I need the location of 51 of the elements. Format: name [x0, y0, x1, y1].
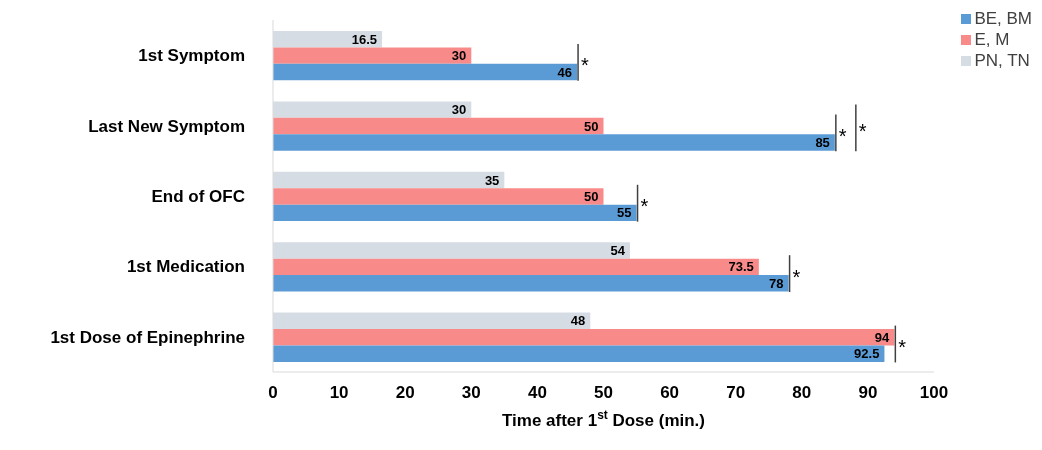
data-label: 55 [617, 205, 632, 221]
annotation: * [792, 265, 801, 288]
x-tick-label: 80 [792, 383, 812, 403]
data-label: 54 [610, 243, 626, 259]
x-tick-label: 90 [858, 383, 878, 403]
bar [273, 258, 759, 276]
annotation: * [838, 124, 847, 147]
x-tick-label: 10 [329, 383, 349, 403]
bar [273, 134, 835, 151]
x-axis-title: Time after 1$^{st}$ Dose (min.) [502, 408, 705, 430]
legend-label: BE, BM [974, 8, 1032, 29]
data-label: 46 [557, 64, 573, 80]
bar [273, 117, 604, 135]
bar [273, 275, 789, 292]
x-tick-label: 40 [527, 383, 547, 403]
annotation: * [581, 54, 590, 77]
data-label: 50 [584, 189, 599, 205]
x-tick-label: 20 [395, 383, 415, 403]
bar [273, 345, 885, 362]
x-tick-label: 70 [726, 383, 746, 403]
data-label: 35 [484, 172, 500, 188]
x-tick-label: 100 [919, 383, 949, 403]
y-tick-label: 1st Symptom [138, 46, 245, 66]
data-label: 16.5 [351, 31, 378, 47]
data-label: 94 [874, 329, 891, 345]
legend-label: PN, TN [974, 50, 1030, 71]
annotation: * [858, 119, 867, 142]
data-label: 50 [584, 118, 599, 134]
y-tick-label: 1st Dose of Epinephrine [50, 327, 245, 347]
data-label: 48 [570, 313, 586, 329]
data-label: 78 [769, 275, 784, 291]
y-tick-label: End of OFC [151, 187, 245, 207]
data-label: 73.5 [728, 259, 754, 275]
y-tick-label: 1st Medication [126, 257, 245, 277]
x-tick-label: 0 [268, 383, 278, 403]
data-label: 85 [815, 135, 830, 151]
x-tick-label: 30 [461, 383, 481, 403]
legend-label: E, M [974, 29, 1010, 50]
data-label: 30 [451, 102, 467, 118]
x-tick-label: 50 [594, 383, 613, 403]
bar [273, 188, 604, 205]
y-tick-label: Last New Symptom [88, 116, 245, 136]
x-tick-label: 60 [660, 383, 680, 403]
bar [273, 47, 472, 64]
annotation: * [640, 195, 649, 218]
bar [273, 329, 895, 346]
data-label: 30 [451, 48, 467, 64]
bar [273, 63, 578, 81]
bar [273, 204, 637, 222]
annotation: * [898, 336, 907, 359]
data-label: 92.5 [854, 346, 880, 362]
